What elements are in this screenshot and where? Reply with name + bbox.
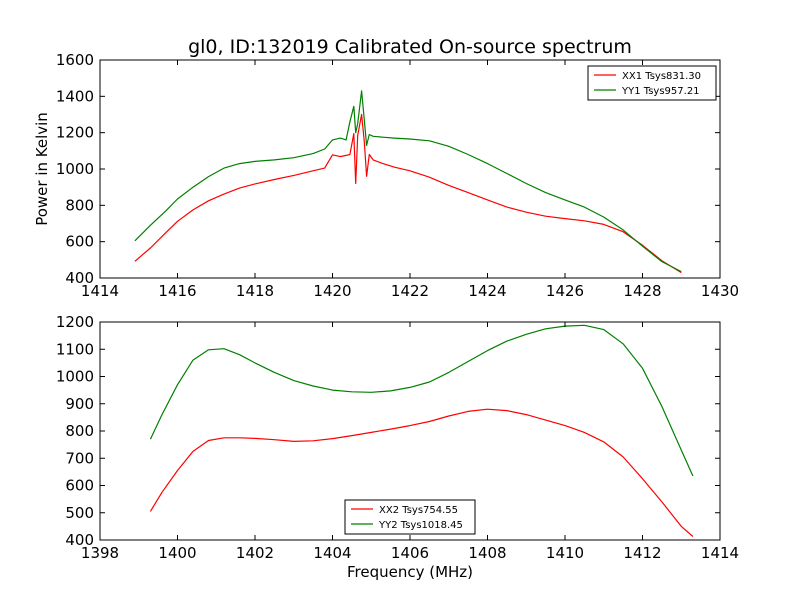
y-tick-label: 400 xyxy=(65,531,94,549)
y-tick-label: 1400 xyxy=(56,87,94,105)
y-tick-label: 1200 xyxy=(56,124,94,142)
x-tick-label: 1420 xyxy=(313,282,351,300)
x-tick-label: 1400 xyxy=(158,544,196,562)
x-tick-label: 1412 xyxy=(623,544,661,562)
series-line-0-0 xyxy=(134,113,682,274)
legend-label: YY2 Tsys1018.45 xyxy=(378,520,463,531)
y-tick-label: 1000 xyxy=(56,160,94,178)
x-tick-label: 1398 xyxy=(81,544,119,562)
x-tick-label: 1416 xyxy=(158,282,196,300)
x-tick-label: 1404 xyxy=(313,544,351,562)
y-tick-label: 500 xyxy=(65,504,94,522)
x-tick-label: 1428 xyxy=(623,282,661,300)
y-tick-label: 1200 xyxy=(56,313,94,331)
y-tick-label: 400 xyxy=(65,269,94,287)
x-tick-label: 1414 xyxy=(81,282,119,300)
y-tick-label: 800 xyxy=(65,422,94,440)
y-axis-label-top: Power in Kelvin xyxy=(33,112,51,226)
x-tick-label: 1408 xyxy=(468,544,506,562)
legend-label: XX1 Tsys831.30 xyxy=(622,71,701,82)
x-axis-label-bottom: Frequency (MHz) xyxy=(347,563,473,581)
x-tick-label: 1430 xyxy=(701,282,739,300)
y-tick-label: 700 xyxy=(65,449,94,467)
legend-box xyxy=(587,65,717,101)
x-tick-label: 1418 xyxy=(236,282,274,300)
y-tick-label: 1600 xyxy=(56,51,94,69)
x-tick-label: 1406 xyxy=(391,544,429,562)
y-tick-label: 1100 xyxy=(56,340,94,358)
series-line-1-0 xyxy=(149,408,694,537)
top-plot: 1414 1416 1418 1420 1422 1424 1426 1428 1430 400 6… xyxy=(56,51,739,300)
x-tick-label: 1426 xyxy=(546,282,584,300)
y-tick-label: 800 xyxy=(65,196,94,214)
bottom-plot: 1398 1400 1402 1404 1406 1408 1410 1412 1414 400 5… xyxy=(56,313,739,562)
series-line-1-1 xyxy=(149,324,694,477)
x-tick-label: 1402 xyxy=(236,544,274,562)
y-tick-label: 900 xyxy=(65,395,94,413)
legend-box xyxy=(344,499,476,535)
y-tick-label: 1000 xyxy=(56,368,94,386)
chart-title: gl0, ID:132019 Calibrated On-source spec… xyxy=(188,36,632,58)
x-tick-label: 1424 xyxy=(468,282,506,300)
x-tick-label: 1410 xyxy=(546,544,584,562)
series-line-0-1 xyxy=(134,90,682,273)
legend-label: YY1 Tsys957.21 xyxy=(621,86,700,97)
y-tick-label: 600 xyxy=(65,233,94,251)
legend-label: XX2 Tsys754.55 xyxy=(379,505,458,516)
x-tick-label: 1422 xyxy=(391,282,429,300)
legend-1: XX2 Tsys754.55 YY2 Tsys1018.45 xyxy=(344,499,476,535)
x-tick-label: 1414 xyxy=(701,544,739,562)
legend-0: XX1 Tsys831.30 YY1 Tsys957.21 xyxy=(587,65,717,101)
y-tick-label: 600 xyxy=(65,477,94,495)
